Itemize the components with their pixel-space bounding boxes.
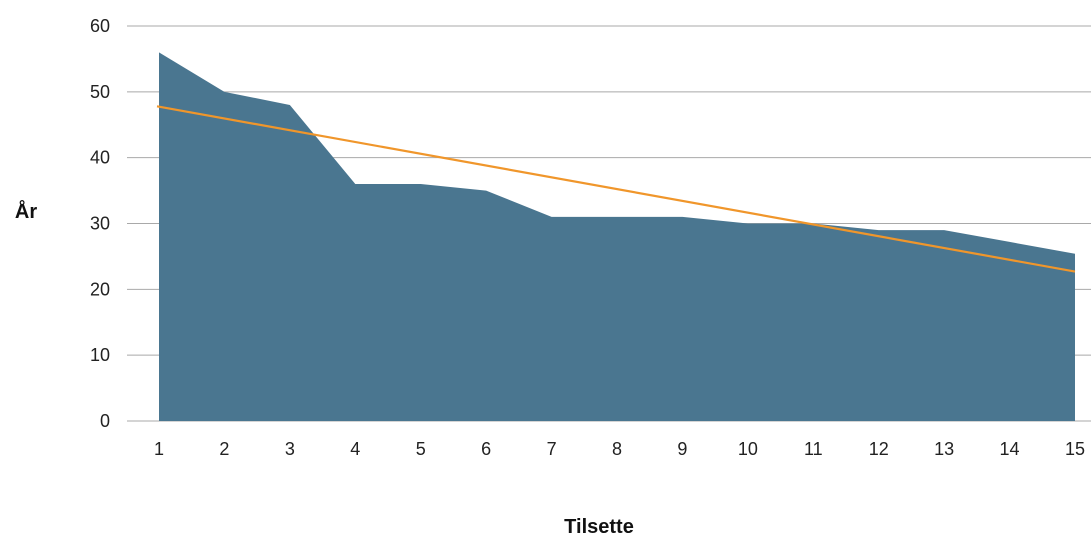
x-tick-label: 11	[804, 439, 823, 459]
x-tick-label: 6	[481, 439, 491, 459]
y-tick-label: 10	[90, 345, 110, 365]
x-tick-label: 2	[219, 439, 229, 459]
area-fill	[159, 52, 1075, 421]
x-axis-title: Tilsette	[564, 516, 634, 538]
y-axis-ticks: 0 10 20 30 40 50 60	[90, 16, 110, 431]
x-tick-label: 12	[869, 439, 889, 459]
x-tick-label: 14	[1000, 439, 1020, 459]
x-tick-label: 10	[738, 439, 758, 459]
y-tick-label: 40	[90, 148, 110, 168]
x-tick-label: 5	[416, 439, 426, 459]
x-tick-label: 4	[350, 439, 360, 459]
x-tick-label: 9	[677, 439, 687, 459]
x-tick-label: 8	[612, 439, 622, 459]
x-tick-label: 1	[154, 439, 164, 459]
y-tick-label: 30	[90, 214, 110, 234]
y-tick-label: 0	[100, 411, 110, 431]
x-tick-label: 13	[934, 439, 954, 459]
x-tick-label: 15	[1065, 439, 1085, 459]
y-tick-label: 20	[90, 279, 110, 299]
y-axis-title: År	[15, 199, 37, 223]
y-tick-label: 60	[90, 16, 110, 36]
x-tick-label: 7	[547, 439, 557, 459]
y-tick-label: 50	[90, 82, 110, 102]
area-series	[159, 52, 1075, 421]
x-tick-label: 3	[285, 439, 295, 459]
